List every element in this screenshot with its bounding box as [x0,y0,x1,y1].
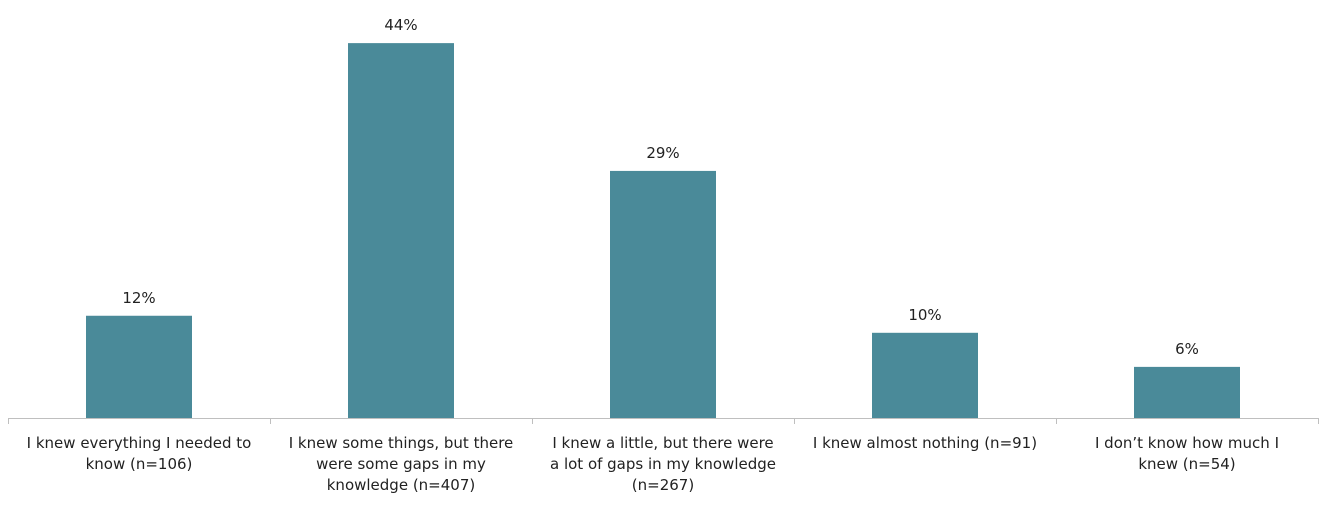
bar [872,332,978,418]
category-labels-group: I knew everything I needed to know (n=106… [27,434,1279,494]
category-label: I knew everything I needed to know (n=106… [27,434,252,473]
bar [610,170,716,418]
category-label: I knew some things, but there were some g… [289,434,514,494]
data-label: 44% [384,16,417,34]
data-labels-group: 12% 44% 29% 10% 6% [122,16,1199,358]
bars-group [86,43,1240,419]
bar [1134,366,1240,418]
data-label: 10% [908,306,941,324]
bar [86,315,192,418]
category-label: I knew a little, but there were a lot of … [550,434,776,494]
bar [348,43,454,419]
x-axis [8,418,1319,424]
category-label: I knew almost nothing (n=91) [813,434,1037,452]
data-label: 29% [646,144,679,162]
data-label: 6% [1175,340,1199,358]
data-label: 12% [122,289,155,307]
